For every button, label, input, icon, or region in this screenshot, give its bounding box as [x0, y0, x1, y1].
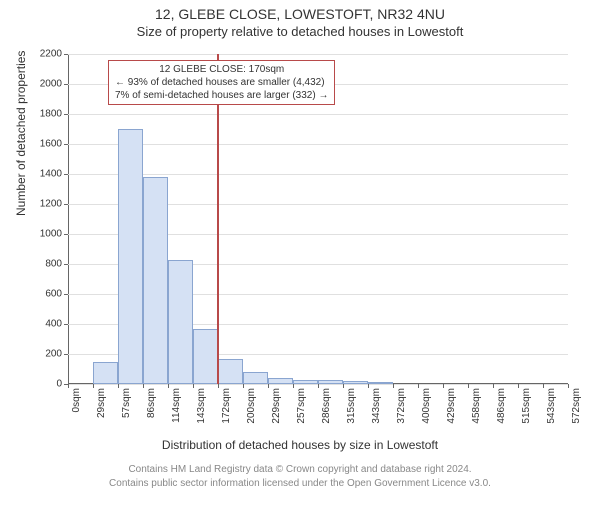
x-tick-label: 429sqm	[446, 388, 457, 424]
x-tick-label: 114sqm	[171, 388, 182, 423]
x-tick-label: 200sqm	[246, 388, 257, 424]
x-tick-label: 257sqm	[296, 388, 307, 424]
x-tick-mark	[543, 384, 544, 388]
grid-line	[68, 54, 568, 55]
histogram-bar	[168, 260, 193, 385]
x-tick-mark	[318, 384, 319, 388]
histogram-bar	[93, 362, 118, 385]
y-tick-label: 1600	[26, 139, 62, 150]
x-tick-mark	[193, 384, 194, 388]
x-tick-label: 572sqm	[571, 388, 582, 424]
x-tick-mark	[468, 384, 469, 388]
y-tick-mark	[64, 294, 68, 295]
y-tick-label: 800	[26, 259, 62, 270]
histogram-bar	[193, 329, 218, 385]
y-tick-label: 200	[26, 349, 62, 360]
histogram-bar	[118, 129, 143, 384]
page-title: 12, GLEBE CLOSE, LOWESTOFT, NR32 4NU	[0, 6, 600, 22]
x-tick-mark	[268, 384, 269, 388]
x-tick-label: 400sqm	[421, 388, 432, 424]
x-tick-label: 29sqm	[96, 388, 107, 418]
info-line-1: 12 GLEBE CLOSE: 170sqm	[115, 63, 328, 76]
x-tick-label: 458sqm	[471, 388, 482, 424]
y-tick-mark	[64, 264, 68, 265]
x-tick-mark	[418, 384, 419, 388]
histogram-bar	[243, 372, 268, 384]
y-tick-mark	[64, 174, 68, 175]
x-tick-label: 543sqm	[546, 388, 557, 424]
x-tick-mark	[443, 384, 444, 388]
histogram-chart: 0200400600800100012001400160018002000220…	[68, 54, 568, 384]
x-tick-label: 57sqm	[121, 388, 132, 418]
x-tick-mark	[93, 384, 94, 388]
y-tick-mark	[64, 144, 68, 145]
histogram-bar	[343, 381, 368, 384]
x-tick-label: 229sqm	[271, 388, 282, 424]
x-tick-label: 486sqm	[496, 388, 507, 424]
x-tick-mark	[568, 384, 569, 388]
x-tick-label: 515sqm	[521, 388, 532, 424]
y-tick-label: 1400	[26, 169, 62, 180]
y-tick-mark	[64, 84, 68, 85]
reference-info-box: 12 GLEBE CLOSE: 170sqm ← 93% of detached…	[108, 60, 335, 105]
info-line-2: ← 93% of detached houses are smaller (4,…	[115, 76, 328, 89]
x-tick-mark	[218, 384, 219, 388]
x-tick-label: 343sqm	[371, 388, 382, 424]
x-tick-label: 0sqm	[71, 388, 82, 412]
y-tick-label: 400	[26, 319, 62, 330]
y-tick-mark	[64, 204, 68, 205]
y-tick-label: 0	[26, 379, 62, 390]
x-tick-mark	[493, 384, 494, 388]
grid-line	[68, 174, 568, 175]
y-tick-mark	[64, 354, 68, 355]
x-tick-label: 315sqm	[346, 388, 357, 424]
x-tick-mark	[118, 384, 119, 388]
x-tick-mark	[243, 384, 244, 388]
histogram-bar	[368, 382, 393, 384]
x-tick-label: 86sqm	[146, 388, 157, 418]
histogram-bar	[293, 380, 318, 385]
x-axis-label: Distribution of detached houses by size …	[0, 438, 600, 452]
x-tick-label: 172sqm	[221, 388, 232, 424]
x-tick-mark	[68, 384, 69, 388]
y-tick-mark	[64, 54, 68, 55]
y-tick-label: 1000	[26, 229, 62, 240]
x-tick-mark	[368, 384, 369, 388]
y-tick-mark	[64, 234, 68, 235]
x-tick-mark	[518, 384, 519, 388]
histogram-bar	[268, 378, 293, 384]
x-tick-mark	[393, 384, 394, 388]
histogram-bar	[318, 380, 343, 385]
histogram-bar	[143, 177, 168, 384]
x-tick-mark	[343, 384, 344, 388]
footer-copyright-2: Contains public sector information licen…	[0, 478, 600, 489]
grid-line	[68, 144, 568, 145]
x-tick-mark	[143, 384, 144, 388]
page-subtitle: Size of property relative to detached ho…	[0, 24, 600, 39]
x-tick-mark	[293, 384, 294, 388]
y-tick-mark	[64, 114, 68, 115]
y-tick-label: 1200	[26, 199, 62, 210]
info-line-3: 7% of semi-detached houses are larger (3…	[115, 89, 328, 102]
y-axis-label: Number of detached properties	[14, 51, 28, 216]
x-tick-label: 286sqm	[321, 388, 332, 424]
x-tick-label: 143sqm	[196, 388, 207, 424]
grid-line	[68, 114, 568, 115]
y-axis-line	[68, 54, 69, 384]
footer-copyright-1: Contains HM Land Registry data © Crown c…	[0, 464, 600, 475]
x-tick-mark	[168, 384, 169, 388]
y-tick-label: 2000	[26, 79, 62, 90]
y-tick-label: 600	[26, 289, 62, 300]
y-tick-mark	[64, 324, 68, 325]
x-tick-label: 372sqm	[396, 388, 407, 424]
y-tick-label: 1800	[26, 109, 62, 120]
y-tick-label: 2200	[26, 49, 62, 60]
histogram-bar	[218, 359, 243, 385]
